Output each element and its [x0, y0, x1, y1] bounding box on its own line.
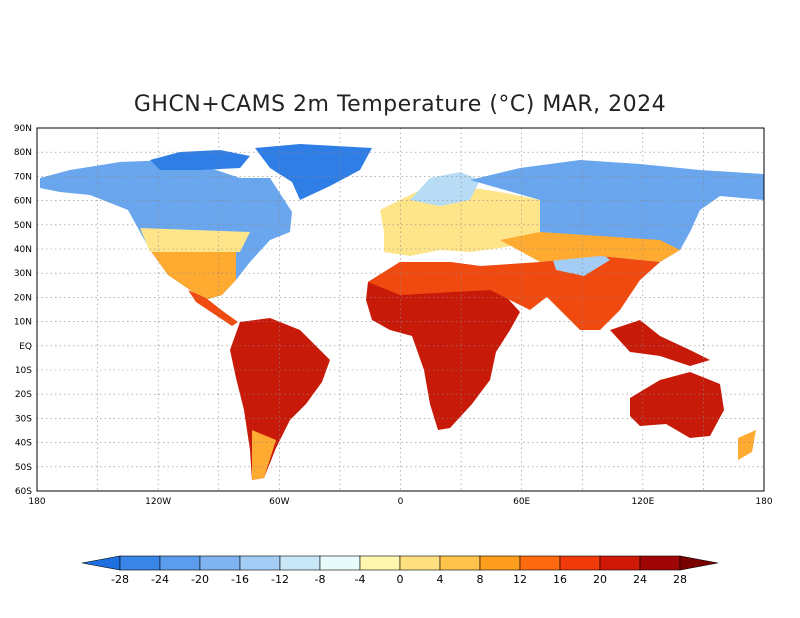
chart-title: GHCN+CAMS 2m Temperature (°C) MAR, 2024	[133, 92, 667, 117]
sea-islands	[610, 320, 710, 366]
colorbar-label: 28	[673, 573, 687, 586]
colorbar-label: -12	[271, 573, 289, 586]
lat-label: 90N	[14, 124, 32, 134]
colorbar-label: -24	[151, 573, 169, 586]
colorbar-segment	[199, 555, 241, 571]
lon-label: 180	[755, 497, 772, 507]
colorbar-segment	[599, 555, 641, 571]
greenland	[255, 144, 372, 200]
middle-east	[480, 262, 548, 310]
north-africa	[368, 262, 490, 295]
colorbar-label: -8	[315, 573, 326, 586]
lon-label: 0	[398, 497, 404, 507]
colorbar-label: -20	[191, 573, 209, 586]
colorbar-segment	[439, 555, 481, 571]
colorbar: -28 -24 -20 -16 -12 -8 -4 0 4 8 12 16 20 24 28	[81, 555, 719, 586]
lat-label: 30N	[14, 269, 32, 279]
colorbar-arrow-low	[81, 555, 121, 571]
asia-south	[540, 256, 660, 330]
lon-label: 120W	[145, 497, 171, 507]
lat-label: 60S	[15, 487, 32, 497]
north-america-mid	[140, 228, 250, 252]
grid-lines	[37, 128, 764, 491]
colorbar-label: 8	[477, 573, 484, 586]
scandinavia	[410, 172, 480, 206]
central-america	[188, 290, 238, 326]
lon-label: 180	[28, 497, 45, 507]
south-america	[230, 318, 330, 480]
new-zealand	[738, 430, 756, 460]
map-frame	[36, 127, 765, 492]
colorbar-label: -4	[355, 573, 366, 586]
colorbar-segment	[319, 555, 361, 571]
lat-label: 20N	[14, 293, 32, 303]
colorbar-segment	[479, 555, 521, 571]
colorbar-arrow-high	[679, 555, 719, 571]
lon-label: 120E	[631, 497, 654, 507]
longitude-labels: 180 120W 60W 0 60E 120E 180	[28, 497, 772, 507]
lat-label: 40S	[15, 439, 32, 449]
colorbar-segment	[519, 555, 561, 571]
europe	[380, 186, 540, 256]
colorbar-label: 24	[633, 573, 647, 586]
arctic-islands	[150, 150, 250, 170]
colorbar-label: -16	[231, 573, 249, 586]
north-america-south	[150, 250, 236, 300]
lat-label: 70N	[14, 172, 32, 182]
colorbar-segment	[119, 555, 161, 571]
lat-label: 30S	[15, 414, 32, 424]
colorbar-segment	[239, 555, 281, 571]
colorbar-segment	[559, 555, 601, 571]
lat-label: 10N	[14, 318, 32, 328]
australia	[630, 372, 724, 438]
lon-label: 60E	[513, 497, 530, 507]
latitude-labels: 90N 80N 70N 60N 50N 40N 30N 20N 10N EQ 10S 20S 30S 40…	[14, 124, 32, 497]
colorbar-segment	[359, 555, 401, 571]
colorbar-label: -28	[111, 573, 129, 586]
lat-label: 80N	[14, 148, 32, 158]
colorbar-segment	[399, 555, 441, 571]
colorbar-segment	[279, 555, 321, 571]
land-layer	[40, 144, 764, 480]
colorbar-label: 4	[437, 573, 444, 586]
colorbar-segment	[639, 555, 681, 571]
lon-label: 60W	[269, 497, 289, 507]
lat-label: 10S	[15, 366, 32, 376]
colorbar-label: 0	[397, 573, 404, 586]
lat-label: 40N	[14, 245, 32, 255]
colorbar-segment	[159, 555, 201, 571]
colorbar-label: 16	[553, 573, 567, 586]
lat-label: 50S	[15, 463, 32, 473]
lat-label: 20S	[15, 390, 32, 400]
lat-label: EQ	[19, 342, 32, 352]
asia-mid	[500, 232, 680, 262]
colorbar-label: 12	[513, 573, 527, 586]
lat-label: 50N	[14, 221, 32, 231]
lat-label: 60N	[14, 197, 32, 207]
colorbar-label: 20	[593, 573, 607, 586]
